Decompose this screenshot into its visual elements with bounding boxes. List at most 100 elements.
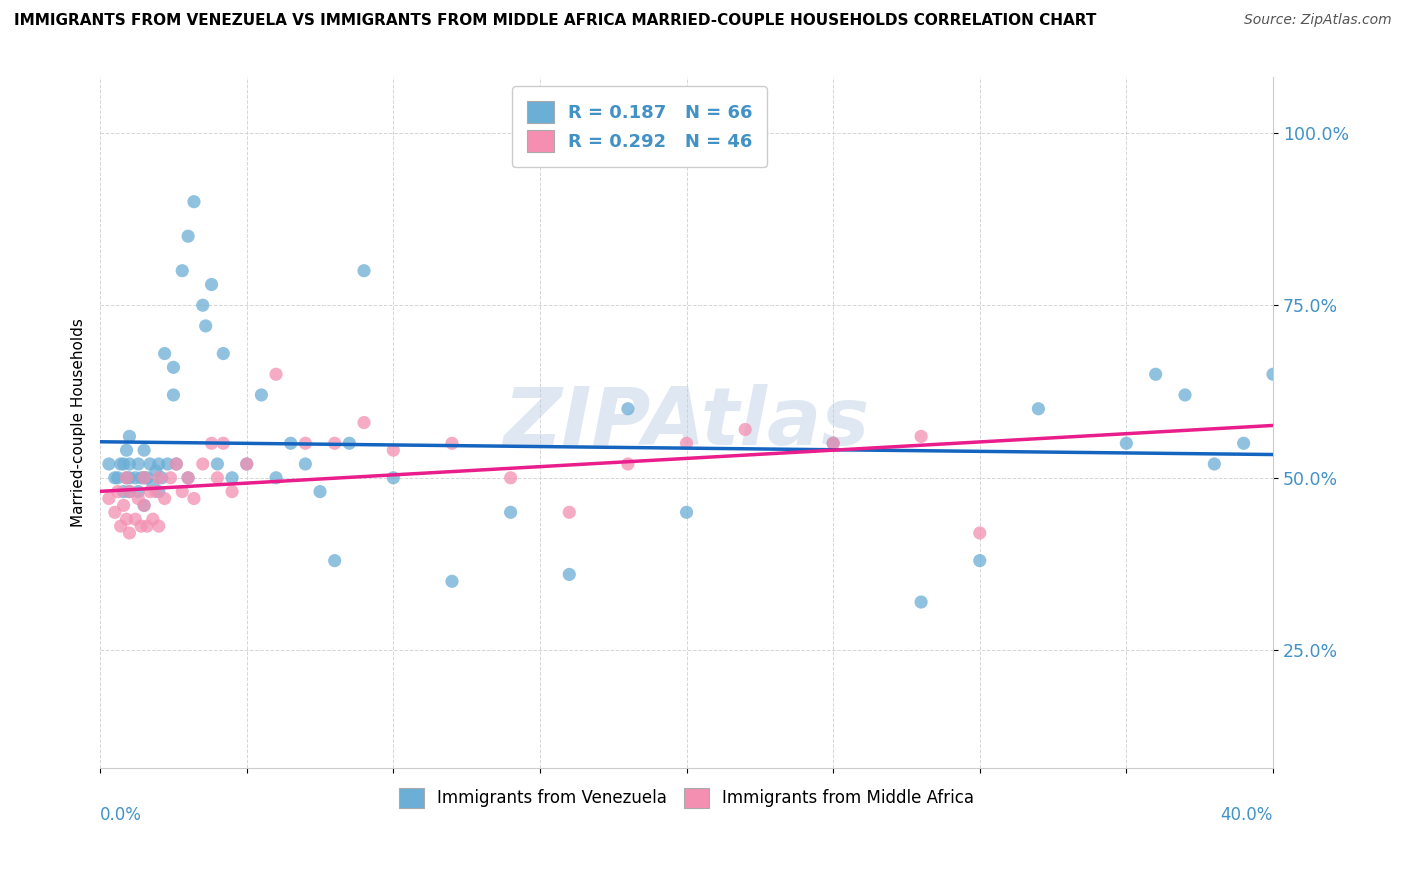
Point: [1204, 457, 1226, 471]
Point: [823, 436, 845, 450]
Point: [132, 471, 155, 485]
Point: [112, 499, 135, 513]
Point: [153, 346, 176, 360]
Point: [162, 360, 184, 375]
Point: [115, 471, 138, 485]
Point: [617, 457, 640, 471]
Point: [264, 471, 287, 485]
Point: [136, 519, 159, 533]
Point: [309, 484, 332, 499]
Point: [165, 457, 187, 471]
Point: [177, 229, 200, 244]
Point: [104, 505, 127, 519]
Point: [499, 505, 522, 519]
Point: [118, 484, 141, 499]
Point: [353, 263, 375, 277]
Text: ZIPAtlas: ZIPAtlas: [503, 384, 870, 461]
Point: [165, 457, 187, 471]
Point: [107, 471, 129, 485]
Point: [280, 436, 302, 450]
Point: [156, 457, 179, 471]
Point: [969, 526, 991, 541]
Point: [150, 471, 173, 485]
Point: [115, 443, 138, 458]
Point: [112, 457, 135, 471]
Point: [148, 471, 170, 485]
Text: 40.0%: 40.0%: [1220, 805, 1272, 823]
Point: [162, 388, 184, 402]
Point: [558, 505, 581, 519]
Point: [183, 491, 205, 506]
Point: [127, 457, 149, 471]
Legend: Immigrants from Venezuela, Immigrants from Middle Africa: Immigrants from Venezuela, Immigrants fr…: [385, 774, 987, 822]
Point: [194, 318, 217, 333]
Point: [177, 471, 200, 485]
Point: [97, 491, 120, 506]
Point: [129, 519, 152, 533]
Point: [294, 436, 316, 450]
Text: IMMIGRANTS FROM VENEZUELA VS IMMIGRANTS FROM MIDDLE AFRICA MARRIED-COUPLE HOUSEH: IMMIGRANTS FROM VENEZUELA VS IMMIGRANTS …: [14, 13, 1097, 29]
Point: [172, 484, 194, 499]
Point: [558, 567, 581, 582]
Point: [212, 346, 235, 360]
Point: [136, 471, 159, 485]
Point: [212, 436, 235, 450]
Point: [148, 457, 170, 471]
Point: [250, 388, 273, 402]
Point: [734, 422, 756, 436]
Point: [183, 194, 205, 209]
Point: [207, 457, 229, 471]
Y-axis label: Married-couple Households: Married-couple Households: [72, 318, 86, 527]
Point: [1115, 436, 1137, 450]
Point: [124, 512, 146, 526]
Point: [110, 519, 132, 533]
Point: [499, 471, 522, 485]
Point: [142, 477, 165, 491]
Text: Source: ZipAtlas.com: Source: ZipAtlas.com: [1244, 13, 1392, 28]
Point: [142, 512, 165, 526]
Point: [823, 436, 845, 450]
Point: [235, 457, 257, 471]
Point: [97, 457, 120, 471]
Point: [207, 471, 229, 485]
Point: [675, 505, 697, 519]
Point: [107, 484, 129, 499]
Point: [675, 436, 697, 450]
Point: [118, 429, 141, 443]
Point: [200, 277, 222, 292]
Point: [153, 491, 176, 506]
Point: [235, 457, 257, 471]
Point: [969, 554, 991, 568]
Point: [323, 436, 346, 450]
Point: [112, 484, 135, 499]
Point: [353, 416, 375, 430]
Point: [118, 526, 141, 541]
Point: [110, 457, 132, 471]
Point: [104, 471, 127, 485]
Point: [139, 457, 162, 471]
Point: [221, 484, 243, 499]
Point: [139, 484, 162, 499]
Text: 0.0%: 0.0%: [100, 805, 142, 823]
Point: [115, 471, 138, 485]
Point: [177, 471, 200, 485]
Point: [191, 457, 214, 471]
Point: [337, 436, 360, 450]
Point: [264, 368, 287, 382]
Point: [382, 443, 405, 458]
Point: [124, 471, 146, 485]
Point: [440, 574, 463, 589]
Point: [221, 471, 243, 485]
Point: [132, 499, 155, 513]
Point: [1174, 388, 1197, 402]
Point: [1261, 368, 1284, 382]
Point: [172, 263, 194, 277]
Point: [910, 595, 932, 609]
Point: [118, 471, 141, 485]
Point: [200, 436, 222, 450]
Point: [1144, 368, 1167, 382]
Point: [132, 499, 155, 513]
Point: [294, 457, 316, 471]
Point: [129, 471, 152, 485]
Point: [1028, 401, 1050, 416]
